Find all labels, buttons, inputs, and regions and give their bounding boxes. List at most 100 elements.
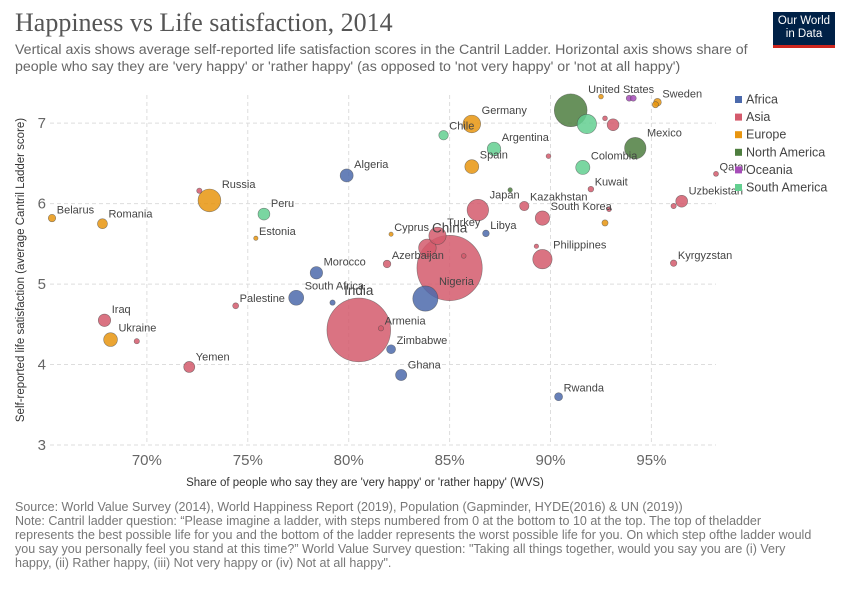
data-point[interactable] (534, 210, 550, 226)
legend-label[interactable]: South America (746, 181, 827, 195)
point-label: Morocco (324, 257, 366, 269)
logo-line-2: in Data (785, 28, 823, 40)
data-point[interactable] (482, 229, 490, 238)
legend-label[interactable]: Asia (746, 110, 770, 124)
data-point[interactable] (670, 259, 678, 267)
data-point[interactable] (598, 93, 604, 100)
data-point[interactable] (532, 249, 553, 270)
legend-label[interactable]: Africa (746, 93, 778, 107)
point-label: Zimbabwe (397, 335, 448, 347)
point-label: Nigeria (439, 276, 475, 288)
data-point[interactable] (624, 137, 647, 160)
legend-label[interactable]: Oceania (746, 163, 793, 177)
point-label: India (344, 283, 374, 298)
owid-logo[interactable]: Our World in Data (773, 12, 835, 48)
data-point[interactable] (428, 226, 447, 245)
data-point[interactable] (339, 168, 354, 183)
data-point[interactable] (232, 302, 239, 310)
data-point[interactable] (97, 313, 112, 327)
point-label: Chile (449, 120, 474, 132)
point-label: Estonia (259, 226, 297, 238)
point-label: Yemen (196, 351, 230, 363)
data-point[interactable] (629, 94, 637, 102)
point-label: Philippines (553, 239, 607, 251)
data-point[interactable] (412, 285, 439, 312)
data-point[interactable] (329, 299, 336, 306)
point-label: Spain (480, 150, 508, 162)
data-point[interactable] (461, 253, 467, 259)
x-tick-label: 75% (233, 452, 263, 469)
data-point[interactable] (309, 266, 323, 280)
point-label: Belarus (57, 204, 95, 216)
data-point[interactable] (326, 297, 391, 363)
y-tick-label: 4 (38, 357, 46, 374)
data-point[interactable] (675, 194, 688, 208)
point-label: Kazakhstan (530, 191, 587, 203)
data-point[interactable] (601, 219, 609, 227)
x-tick-label: 95% (636, 452, 666, 469)
source-note: Source: World Value Survey (2014), World… (15, 500, 683, 514)
data-point[interactable] (652, 101, 659, 109)
legend-label[interactable]: Europe (746, 128, 786, 142)
data-point[interactable] (418, 238, 437, 257)
point-label: Peru (271, 198, 294, 210)
data-point[interactable] (545, 153, 552, 159)
point-label: Azerbaijan (392, 250, 444, 262)
data-point[interactable] (257, 207, 271, 221)
logo-line-1: Our World (777, 15, 831, 27)
point-label: Uzbekistan (689, 185, 743, 197)
data-point[interactable] (606, 118, 620, 132)
data-point[interactable] (378, 325, 384, 332)
data-point[interactable] (486, 141, 502, 156)
legend-swatch (735, 96, 742, 103)
data-point[interactable] (197, 188, 222, 213)
point-label: Armenia (385, 316, 427, 328)
data-point[interactable] (576, 113, 597, 134)
data-point[interactable] (196, 187, 203, 194)
data-point[interactable] (533, 243, 539, 249)
data-point[interactable] (288, 289, 305, 306)
data-labels: China India United States Nigeria Russia Japa… (57, 84, 748, 395)
point-label: Ghana (408, 359, 442, 371)
data-point[interactable] (575, 160, 591, 175)
point-label: Germany (482, 105, 528, 117)
data-point[interactable] (462, 114, 481, 134)
point-label: Iraq (112, 304, 131, 316)
data-point[interactable] (133, 338, 140, 345)
legend-label[interactable]: North America (746, 145, 825, 159)
legend-swatch (735, 184, 742, 191)
point-label: Cyprus (394, 222, 429, 234)
data-point[interactable] (713, 171, 719, 177)
data-point[interactable] (606, 206, 612, 212)
data-point[interactable] (466, 198, 489, 222)
data-point[interactable] (554, 392, 563, 402)
data-point[interactable] (519, 201, 530, 212)
point-label: Kuwait (595, 176, 628, 188)
point-label: Sweden (662, 88, 702, 100)
chart-title: Happiness vs Life satisfaction, 2014 (15, 8, 393, 37)
data-point[interactable] (507, 187, 513, 193)
data-point[interactable] (47, 214, 57, 223)
point-label: Algeria (354, 159, 389, 171)
data-point[interactable] (602, 115, 608, 122)
point-label: Turkey (447, 217, 481, 229)
data-point[interactable] (253, 235, 259, 241)
data-point[interactable] (103, 332, 118, 347)
data-point[interactable] (670, 203, 677, 210)
data-point[interactable] (587, 185, 595, 193)
data-point[interactable] (438, 130, 449, 141)
scatter-chart: 70% 75% 80% 85% 90% 95% 3 4 5 6 7 China India Unite… (15, 84, 827, 489)
x-tick-label: 90% (535, 452, 565, 469)
grid-lines (50, 95, 716, 446)
point-label: Japan (490, 189, 520, 201)
data-point[interactable] (382, 259, 392, 269)
x-tick-label: 80% (334, 452, 364, 469)
point-label: South Africa (305, 280, 365, 292)
data-point[interactable] (395, 369, 408, 381)
data-point[interactable] (183, 361, 196, 373)
data-point[interactable] (97, 218, 108, 230)
x-tick-label: 70% (132, 452, 162, 469)
data-point[interactable] (464, 159, 480, 174)
data-point[interactable] (388, 231, 394, 237)
data-point[interactable] (386, 344, 396, 355)
